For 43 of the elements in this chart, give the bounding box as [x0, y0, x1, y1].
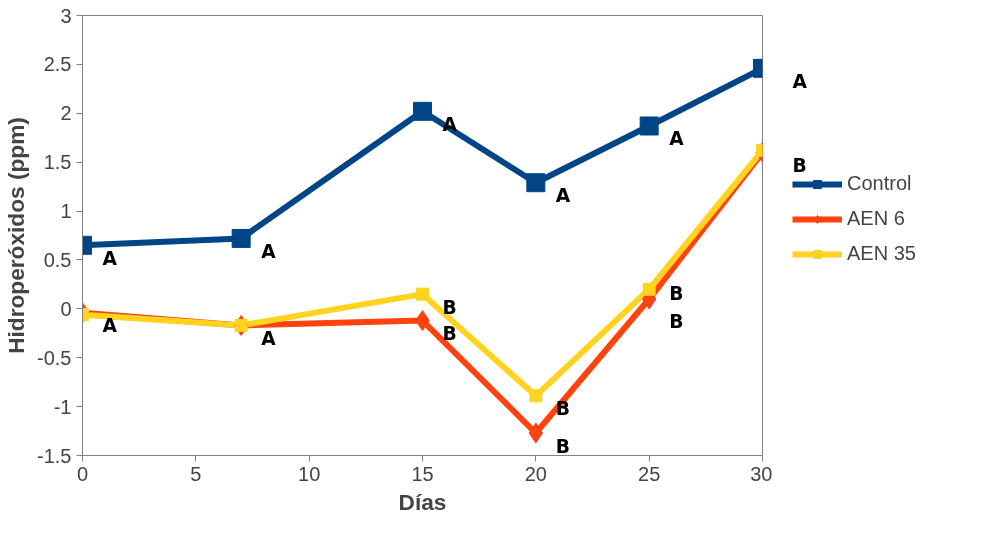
y-tick-label: -1.5: [37, 444, 72, 467]
annotation: A: [669, 128, 685, 150]
annotation: A: [261, 240, 277, 262]
point: [231, 228, 251, 248]
y-axis-title: Hidroperóxidos (ppm): [3, 117, 30, 354]
annotation: A: [555, 185, 571, 207]
y-tick-label: -0.5: [37, 346, 72, 369]
y-tick-label: 0: [60, 297, 72, 320]
y-tick-label: 3: [60, 4, 72, 27]
point: [642, 282, 656, 296]
point: [413, 101, 432, 121]
legend-label: AEN 6: [847, 207, 905, 230]
y-tick-label: 1.5: [43, 151, 72, 174]
point: [529, 389, 543, 403]
x-tick-label: 5: [190, 462, 202, 485]
y-tick-label: 2.5: [43, 53, 72, 76]
annotation: B: [442, 323, 457, 345]
annotation: A: [102, 247, 118, 269]
y-tick-label: 0.5: [43, 248, 72, 271]
y-tick-label: 2: [60, 102, 72, 125]
annotation: B: [555, 398, 571, 420]
y-tick-label: -1: [53, 395, 72, 418]
point: [639, 116, 659, 136]
point: [526, 173, 546, 193]
annotation: B: [669, 310, 684, 332]
annotation: B: [792, 154, 807, 176]
x-tick-label: 15: [411, 462, 434, 485]
x-tick-label: 20: [524, 462, 547, 485]
annotation: B: [442, 296, 457, 318]
y-tick-label: 1: [60, 200, 72, 223]
x-tick-label: 30: [750, 462, 773, 485]
x-tick-label: 25: [638, 462, 661, 485]
x-axis-title: Días: [398, 488, 447, 515]
x-tick-label: 0: [76, 462, 89, 485]
annotation: A: [102, 315, 118, 337]
point: [416, 287, 429, 301]
annotation: B: [555, 435, 571, 457]
annotation: A: [792, 70, 808, 92]
legend-label: Control: [847, 172, 912, 195]
annotation: A: [261, 327, 277, 349]
annotation: B: [669, 282, 684, 304]
x-tick-label: 10: [298, 462, 321, 485]
legend-label: AEN 35: [847, 242, 916, 265]
